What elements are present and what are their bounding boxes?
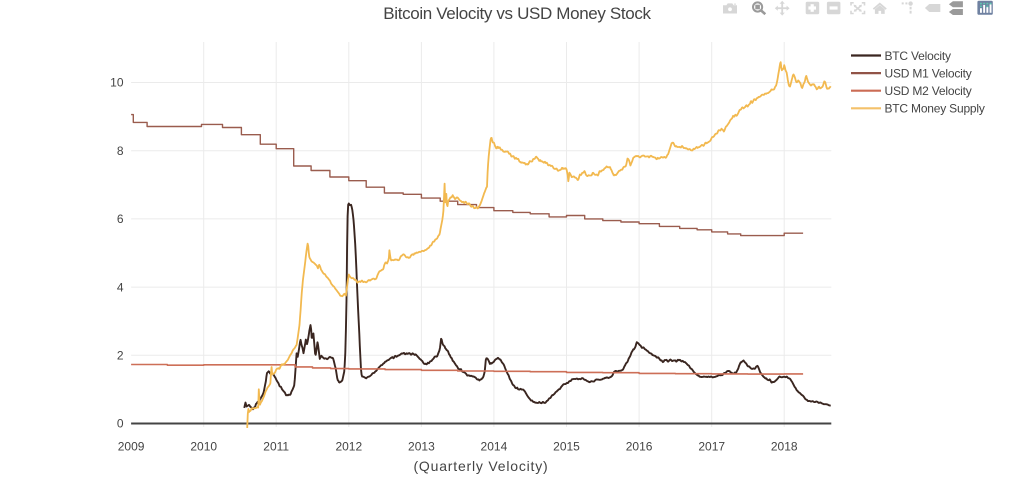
svg-text:4: 4 [117, 280, 124, 294]
svg-text:2017: 2017 [698, 440, 725, 454]
svg-text:(Quarterly Velocity): (Quarterly Velocity) [413, 458, 548, 474]
svg-text:8: 8 [117, 144, 124, 158]
svg-text:2014: 2014 [481, 440, 508, 454]
svg-text:6: 6 [117, 212, 124, 226]
svg-text:BTC Velocity: BTC Velocity [885, 49, 951, 63]
svg-text:2016: 2016 [626, 440, 653, 454]
svg-text:2010: 2010 [190, 440, 217, 454]
svg-text:2018: 2018 [771, 440, 798, 454]
svg-text:2015: 2015 [553, 440, 580, 454]
svg-text:10: 10 [110, 76, 124, 90]
svg-text:2012: 2012 [335, 440, 362, 454]
svg-text:USD M2 Velocity: USD M2 Velocity [885, 84, 972, 98]
svg-text:0: 0 [117, 417, 124, 431]
svg-text:USD M1 Velocity: USD M1 Velocity [885, 66, 972, 80]
svg-text:2: 2 [117, 349, 124, 363]
svg-text:2011: 2011 [263, 440, 289, 454]
svg-text:BTC Money Supply: BTC Money Supply [885, 102, 985, 116]
svg-text:2009: 2009 [118, 440, 145, 454]
svg-text:2013: 2013 [408, 440, 435, 454]
svg-text:Bitcoin Velocity vs USD Money: Bitcoin Velocity vs USD Money Stock [383, 4, 651, 23]
